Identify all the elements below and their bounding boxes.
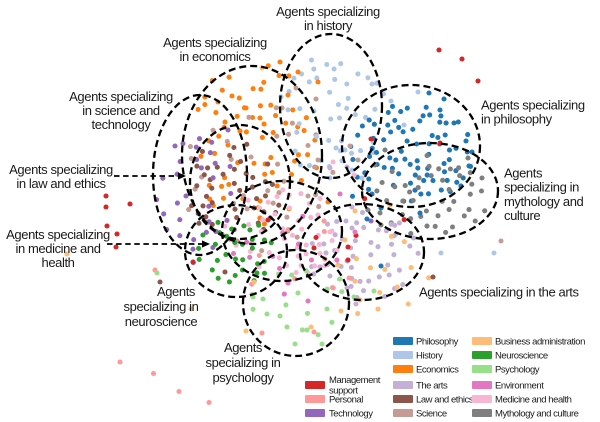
svg-text:Economics: Economics [416,364,459,375]
svg-text:Psychology: Psychology [495,364,540,375]
svg-text:specializing in: specializing in [124,299,199,314]
svg-text:support: support [329,386,358,397]
svg-text:Medicine and health: Medicine and health [495,394,572,405]
svg-text:Agents specializing: Agents specializing [163,35,267,50]
svg-text:in history: in history [304,18,353,33]
svg-text:technology: technology [92,117,152,132]
svg-text:Philosophy: Philosophy [416,336,459,347]
svg-text:in philosophy: in philosophy [481,112,553,127]
svg-text:Business administration: Business administration [495,336,585,347]
svg-text:Agents: Agents [504,166,543,181]
svg-text:in medicine and: in medicine and [15,241,100,256]
svg-text:History: History [416,350,443,361]
svg-text:The arts: The arts [416,380,448,391]
svg-text:Law and ethics: Law and ethics [416,394,474,405]
svg-text:Science: Science [416,408,447,419]
svg-text:Agents specializing: Agents specializing [69,89,173,104]
svg-text:Technology: Technology [329,408,373,419]
svg-text:mythology and: mythology and [504,194,584,209]
svg-text:Personal: Personal [329,394,363,405]
svg-text:Agents: Agents [157,284,196,299]
svg-text:specializing in: specializing in [504,180,579,195]
svg-text:health: health [41,255,74,270]
svg-text:neuroscience: neuroscience [125,314,198,329]
svg-text:Agents specializing in the art: Agents specializing in the arts [419,285,579,300]
svg-text:Agents specializing: Agents specializing [6,227,110,242]
svg-text:psychology: psychology [212,370,274,385]
svg-text:Environment: Environment [495,380,544,391]
svg-text:Mythology and culture: Mythology and culture [495,408,579,419]
svg-text:Agents specializing: Agents specializing [481,98,585,113]
svg-text:in science and: in science and [82,103,160,118]
svg-text:Management: Management [329,375,381,386]
svg-text:Agents: Agents [224,340,263,355]
svg-text:in economics: in economics [179,49,251,64]
svg-text:Neuroscience: Neuroscience [495,350,548,361]
svg-text:Agents specializing: Agents specializing [9,162,113,177]
svg-text:Agents specializing: Agents specializing [276,4,380,19]
svg-text:specializing in: specializing in [206,355,281,370]
svg-text:in law and ethics: in law and ethics [16,176,106,191]
svg-text:culture: culture [504,208,540,223]
